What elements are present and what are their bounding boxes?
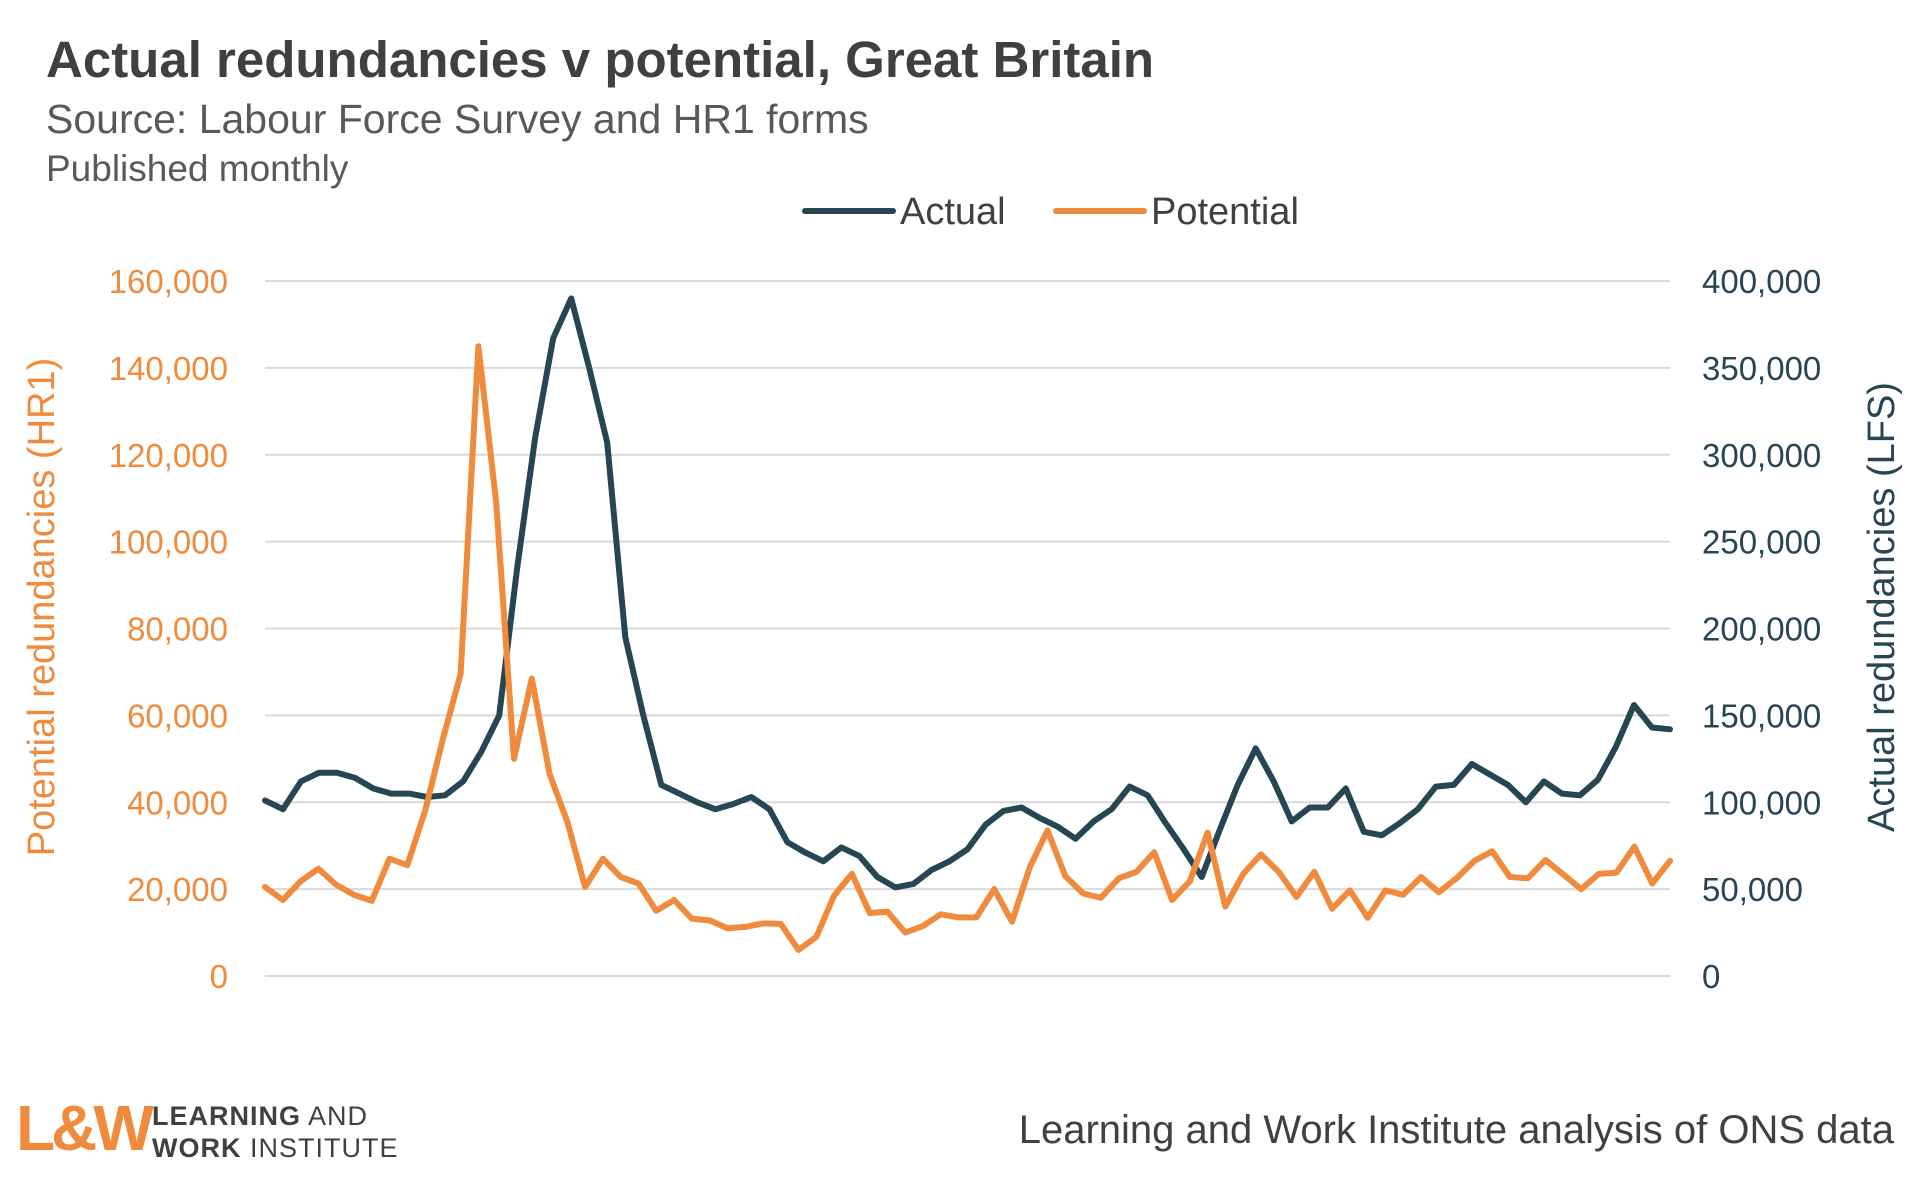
right-tick-label: 0 (1702, 958, 1720, 995)
redundancies-chart: 0 20,000 40,000 60,000 80,000 100,000 120,000 1… (21, 191, 1903, 995)
right-tick-label: 250,000 (1702, 524, 1821, 561)
right-axis-ticks: 0 50,000 100,000 150,000 200,000 250,000 300,0… (1702, 263, 1821, 995)
lw-logo-mark: L&W (16, 1092, 154, 1164)
right-tick-label: 300,000 (1702, 437, 1821, 474)
left-tick-label: 0 (210, 958, 228, 995)
left-tick-label: 60,000 (127, 697, 228, 734)
right-tick-label: 200,000 (1702, 611, 1821, 648)
left-tick-label: 160,000 (109, 263, 228, 300)
chart-legend: Actual Potential (802, 191, 1299, 233)
left-axis-title: Potential redundancies (HR1) (21, 358, 63, 857)
gridlines (265, 280, 1670, 977)
right-tick-label: 400,000 (1702, 263, 1821, 300)
chart-title: Actual redundancies v potential, Great B… (46, 31, 1155, 88)
right-axis-title: Actual redundancies (LFS) (1861, 382, 1903, 832)
legend-label-potential: Potential (1151, 191, 1299, 233)
left-tick-label: 140,000 (109, 350, 228, 387)
right-tick-label: 150,000 (1702, 697, 1821, 734)
series-line-potential (262, 343, 1673, 953)
logo-word-work: WORK (152, 1133, 242, 1163)
publication-note: Published monthly (46, 148, 349, 189)
logo-word-institute: INSTITUTE (241, 1133, 399, 1163)
logo-word-and: AND (301, 1101, 369, 1131)
lw-logo: L&W LEARNING AND WORK INSTITUTE (16, 1096, 416, 1166)
series-lines (262, 295, 1673, 953)
left-axis-ticks: 0 20,000 40,000 60,000 80,000 100,000 120,000 1… (109, 263, 228, 995)
right-tick-label: 50,000 (1702, 871, 1803, 908)
left-tick-label: 40,000 (127, 784, 228, 821)
chart-subtitle: Source: Labour Force Survey and HR1 form… (46, 96, 869, 142)
left-tick-label: 120,000 (109, 437, 228, 474)
source-credit: Learning and Work Institute analysis of … (1018, 1108, 1894, 1152)
lw-logo-text: LEARNING AND WORK INSTITUTE (152, 1100, 398, 1164)
logo-word-learning: LEARNING (152, 1101, 301, 1131)
left-tick-label: 80,000 (127, 611, 228, 648)
right-tick-label: 100,000 (1702, 784, 1821, 821)
left-tick-label: 100,000 (109, 524, 228, 561)
legend-label-actual: Actual (900, 191, 1006, 233)
right-tick-label: 350,000 (1702, 350, 1821, 387)
series-line-actual (262, 295, 1673, 891)
left-tick-label: 20,000 (127, 871, 228, 908)
